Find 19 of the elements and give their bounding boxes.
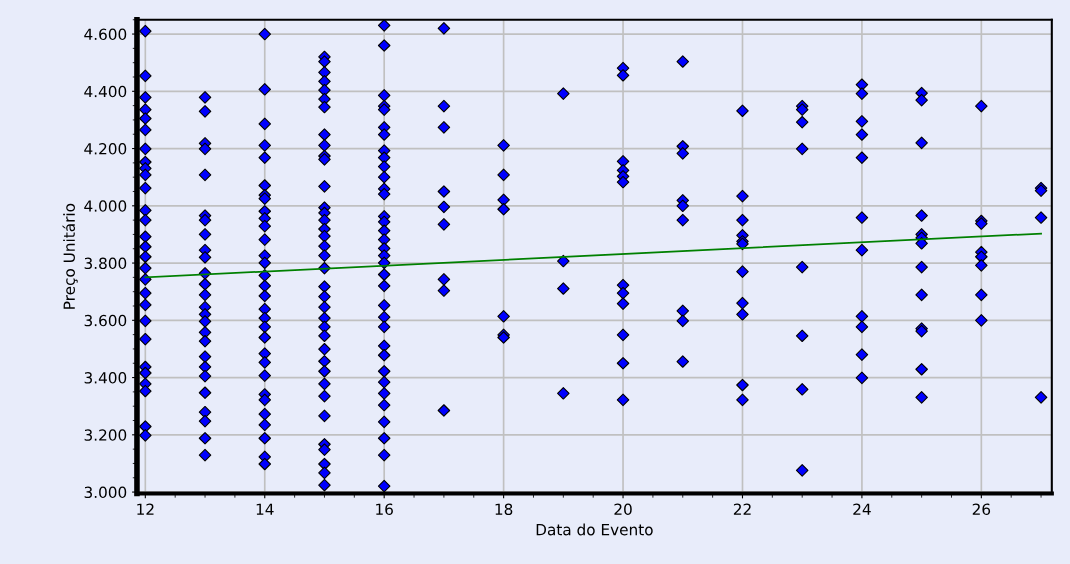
x-tick-label: 20 <box>614 503 632 516</box>
x-tick-label: 14 <box>256 503 274 515</box>
y-axis-title: Preço Unitário <box>62 203 78 309</box>
y-tick-label: 4.200 <box>84 143 127 155</box>
y-tick-label: 3.800 <box>84 257 127 270</box>
x-tick-label: 22 <box>733 503 751 515</box>
y-tick-label: 3.600 <box>84 314 127 327</box>
y-tick-label: 3.000 <box>84 486 127 499</box>
x-tick-label: 24 <box>853 503 871 515</box>
y-tick-label: 3.200 <box>84 429 127 441</box>
y-tick-label: 4.000 <box>84 200 127 212</box>
x-tick-label: 18 <box>495 503 513 516</box>
y-tick-label: 4.400 <box>84 85 127 98</box>
x-tick-label: 16 <box>376 503 393 516</box>
y-tick-label: 3.400 <box>84 372 127 384</box>
x-tick-label: 12 <box>137 503 154 515</box>
y-tick-label: 4.600 <box>84 28 127 41</box>
x-axis-title: Data do Evento <box>536 523 653 536</box>
x-tick-label: 26 <box>972 503 991 516</box>
